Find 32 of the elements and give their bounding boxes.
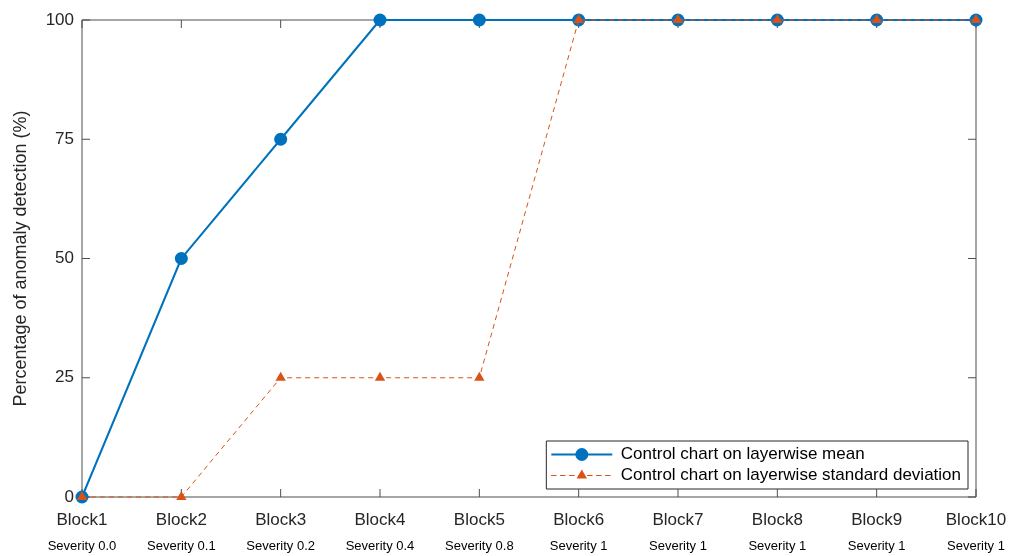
point [970,14,982,23]
x-tick-label: Block10 Severity 1 [945,509,1007,553]
x-tick-label: Block7 Severity 1 [649,509,707,553]
y-tick-label: 25 [55,367,74,387]
point [474,371,485,381]
legend-label: Control chart on layerwise mean [620,444,865,464]
point [672,14,684,23]
point [772,14,783,23]
y-tick-label: 0 [64,486,74,506]
legend-label: Control chart on layerwise standard deviation [620,465,961,485]
y-axis-title: Percentage of anomaly detection (%) [9,110,30,407]
point [573,14,584,23]
x-tick-label: Block2 Severity 0.1 [147,509,216,553]
x-tick-label: Block1 Severity 0.0 [47,509,117,553]
x-tick-label: Block9 Severity 1 [847,509,906,553]
x-tick-label: Block6 Severity 1 [549,509,608,553]
point [275,371,286,381]
x-tick-label: Block3 Severity 0.2 [246,509,315,553]
point [374,371,386,381]
point [176,491,187,500]
x-tick-label: Block5 Severity 0.8 [445,509,514,553]
y-tick-label: 100 [45,9,74,29]
point [871,14,882,23]
point [472,13,486,27]
point [174,252,188,265]
y-tick-label: 75 [55,128,74,148]
point [373,13,387,27]
point [76,491,88,500]
y-tick-label: 50 [55,248,74,268]
point [274,132,288,146]
x-tick-label: Block8 Severity 1 [748,509,807,553]
x-tick-label: Block4 Severity 0.4 [345,509,415,553]
